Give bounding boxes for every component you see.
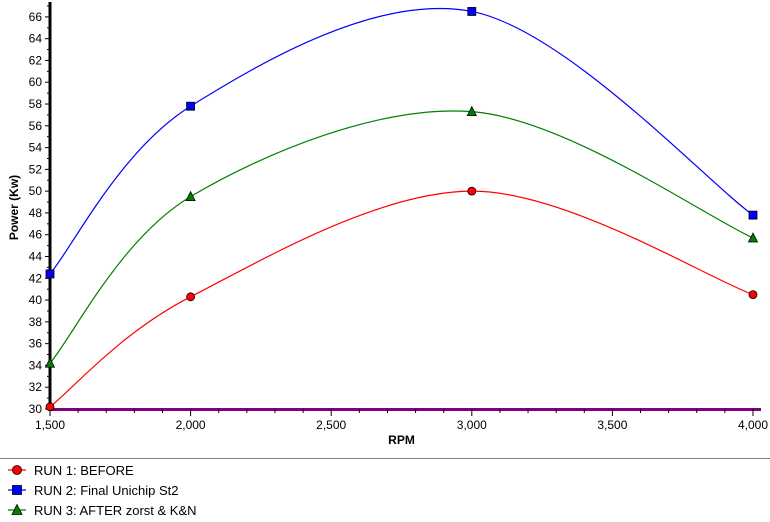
series-line-3: [49, 110, 754, 364]
y-tick-label: 50: [29, 184, 43, 198]
data-point-run-2: [748, 210, 758, 220]
data-point-run-1: [748, 290, 758, 300]
y-tick-label: 36: [29, 337, 43, 351]
y-tick-label: 44: [29, 250, 43, 264]
x-tick-label: 3,000: [457, 418, 487, 432]
x-tick-label: 3,500: [597, 418, 627, 432]
data-point-run-2: [467, 7, 477, 16]
x-axis: 1,500 2,000 2,500 3,000 3,500 4,000: [35, 408, 768, 432]
legend-item-run-3: RUN 3: AFTER zorst & K&N: [8, 500, 308, 520]
legend-label: RUN 1: BEFORE: [34, 462, 134, 478]
y-tick-label: 52: [29, 162, 43, 176]
legend-item-run-1: RUN 1: BEFORE: [8, 460, 308, 480]
data-point-run-3: [466, 105, 477, 117]
data-point-run-1: [45, 402, 55, 412]
series-markers: [44, 7, 759, 412]
y-tick-label: 38: [29, 315, 43, 329]
y-axis: 30 32 34 36 38 40 42 44 46 48 50 52 54 56 58 60 62 64 66: [29, 2, 52, 416]
y-tick-label: 48: [29, 206, 43, 220]
legend: RUN 1: BEFORE RUN 2: Final Unichip St2 RUN…: [8, 460, 308, 520]
y-tick-label: 66: [29, 10, 43, 24]
y-tick-label: 40: [29, 293, 43, 307]
x-tick-label: 1,500: [35, 418, 65, 432]
x-tick-label: 2,500: [316, 418, 346, 432]
y-axis-title: Power (Kw): [7, 175, 21, 240]
legend-separator: [0, 458, 770, 459]
x-tick-label: 4,000: [738, 418, 768, 432]
power-rpm-chart: 30 32 34 36 38 40 42 44 46 48 50 52 54 56 58 60 62 64 66 1…: [7, 2, 768, 447]
legend-symbol: [12, 485, 22, 495]
series-lines: [49, 7, 754, 408]
y-tick-label: 30: [29, 402, 43, 416]
y-tick-label: 32: [29, 380, 43, 394]
legend-symbol: [11, 503, 23, 515]
data-point-run-3: [44, 357, 56, 368]
data-point-run-1: [467, 186, 477, 196]
y-tick-label: 56: [29, 119, 43, 133]
y-tick-label: 34: [29, 358, 43, 372]
legend-marker-circle-icon: [8, 465, 26, 475]
data-point-run-3: [747, 232, 759, 243]
y-tick-label: 46: [29, 228, 43, 242]
y-tick-label: 42: [29, 271, 43, 285]
legend-marker-square-icon: [8, 485, 26, 495]
x-axis-line: [50, 408, 761, 411]
data-point-run-2: [45, 269, 55, 279]
legend-label: RUN 2: Final Unichip St2: [34, 482, 179, 498]
data-point-run-3: [185, 190, 196, 202]
legend-marker-triangle-icon: [8, 503, 26, 515]
y-tick-label: 54: [29, 141, 43, 155]
legend-label: RUN 3: AFTER zorst & K&N: [34, 502, 197, 518]
y-tick-label: 62: [29, 53, 43, 67]
legend-item-run-2: RUN 2: Final Unichip St2: [8, 480, 308, 500]
data-point-run-2: [186, 101, 196, 111]
y-tick-label: 64: [29, 32, 43, 46]
series-line-2: [49, 7, 754, 275]
y-tick-label: 60: [29, 75, 43, 89]
x-tick-label: 2,000: [176, 418, 206, 432]
series-line-1: [49, 190, 754, 408]
legend-symbol: [12, 465, 22, 475]
y-tick-label: 58: [29, 97, 43, 111]
data-point-run-1: [186, 292, 196, 302]
x-axis-title: RPM: [388, 433, 415, 447]
